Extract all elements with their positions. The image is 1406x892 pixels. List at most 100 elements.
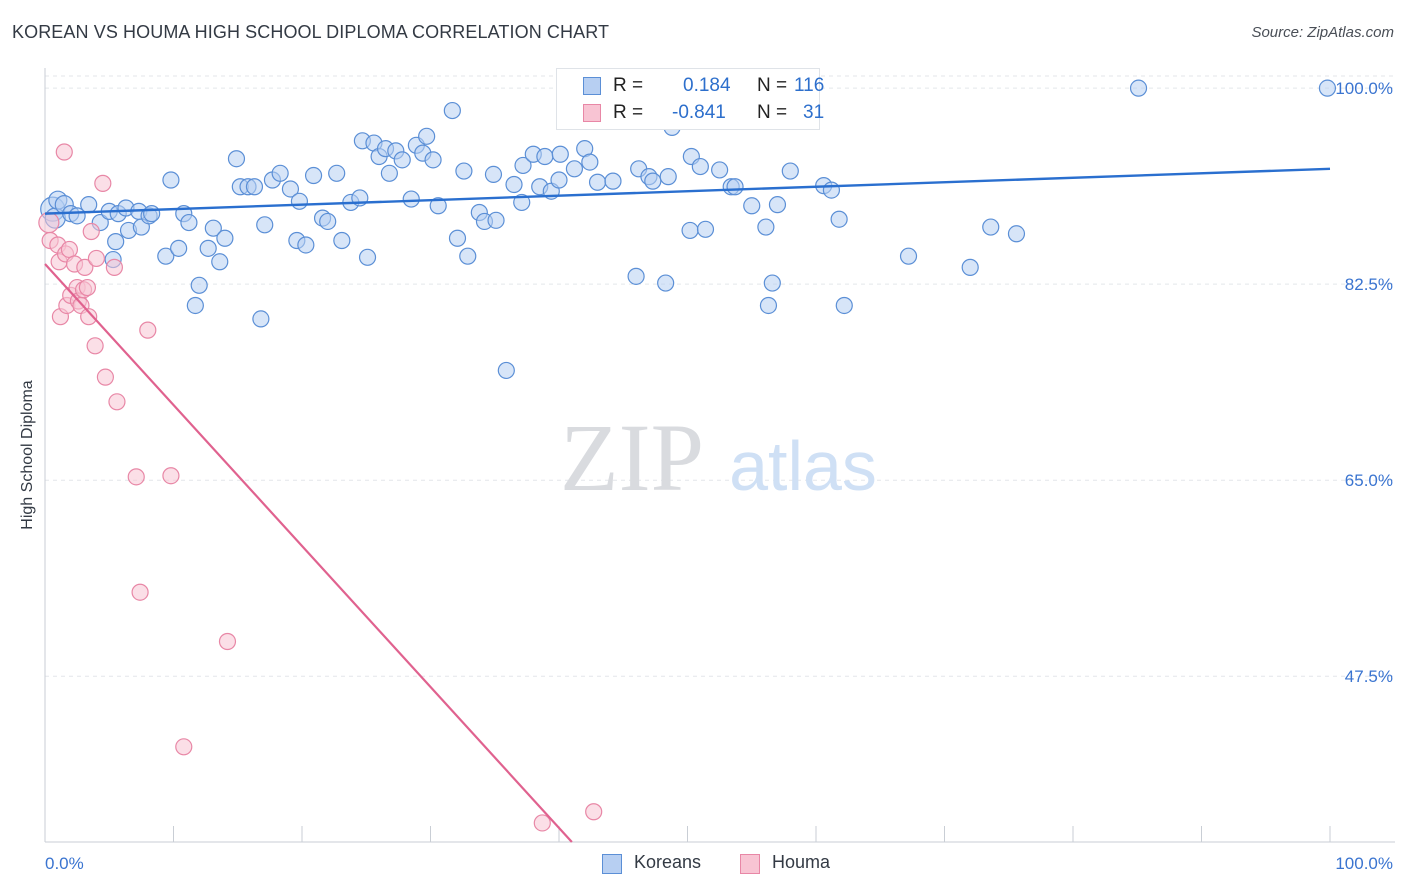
korean-point <box>256 216 274 234</box>
korean-point <box>80 196 98 214</box>
houma-trend-line <box>44 263 573 843</box>
korean-point <box>588 173 607 191</box>
houma-point <box>585 803 603 821</box>
korean-point <box>157 247 175 265</box>
houma-point <box>76 258 94 276</box>
korean-point <box>551 145 569 163</box>
korean-point <box>759 296 778 315</box>
korean-point <box>1129 79 1148 97</box>
korean-point <box>418 127 436 145</box>
houma-points <box>38 143 603 832</box>
correlation-legend: R = 0.184 N = 116 R = -0.841 N = 31 <box>556 68 824 130</box>
y-tick-label: 82.5% <box>1345 275 1393 294</box>
houma-point <box>96 368 114 386</box>
houma-point <box>80 308 98 326</box>
korean-point <box>424 151 442 169</box>
korean-point <box>402 190 420 208</box>
korean-point <box>290 192 309 210</box>
houma-point <box>87 249 106 268</box>
houma-point <box>82 222 100 241</box>
korean-point <box>711 161 729 179</box>
y-tick-label: 100.0% <box>1335 79 1393 98</box>
korean-point <box>513 193 531 212</box>
korean-point <box>1007 225 1026 243</box>
korean-point <box>982 218 1000 236</box>
houma-point <box>105 258 123 276</box>
korean-point <box>768 196 787 214</box>
watermark: ZIP atlas <box>560 404 877 511</box>
korean-point <box>459 247 477 265</box>
korean-point <box>497 361 515 380</box>
houma-point <box>131 583 149 601</box>
houma-swatch <box>583 104 601 122</box>
korean-point <box>487 211 505 229</box>
korean-point <box>763 274 781 292</box>
korean-point <box>162 171 180 189</box>
axes <box>44 68 1395 843</box>
korean-point <box>726 178 744 196</box>
houma-r-value: -0.841 <box>672 102 726 123</box>
korean-point <box>657 274 675 292</box>
houma-point <box>533 814 551 832</box>
korean-point <box>281 180 300 198</box>
korean-point <box>696 220 715 238</box>
koreans-trend-line <box>44 167 1331 215</box>
houma-point <box>60 240 79 259</box>
houma-point <box>94 174 112 192</box>
legend-houma-swatch <box>740 854 760 874</box>
koreans-n-label: N = <box>757 75 788 96</box>
houma-point <box>139 321 157 339</box>
korean-point <box>581 153 599 171</box>
korean-point <box>484 165 503 184</box>
korean-point <box>319 212 337 231</box>
koreans-n-value: 116 <box>794 75 825 96</box>
korean-point <box>757 218 775 236</box>
korean-point <box>644 172 662 190</box>
korean-point <box>297 236 315 254</box>
korean-point <box>659 168 677 186</box>
korean-point <box>681 221 699 240</box>
koreans-r-value: 0.184 <box>683 75 731 96</box>
korean-point <box>550 171 568 189</box>
korean-point <box>216 229 234 247</box>
korean-point <box>455 162 473 180</box>
legend-houma-label: Houma <box>772 852 831 872</box>
korean-point <box>448 229 467 247</box>
houma-point <box>162 467 180 485</box>
korean-point <box>1318 79 1337 97</box>
korean-point <box>186 296 204 315</box>
korean-point <box>505 175 523 194</box>
houma-n-label: N = <box>757 102 788 123</box>
watermark-zip: ZIP <box>560 404 704 511</box>
x-tick-label: 100.0% <box>1335 854 1393 873</box>
houma-point <box>218 632 237 651</box>
korean-point <box>245 178 264 196</box>
korean-point <box>304 166 323 185</box>
korean-point <box>252 310 270 328</box>
korean-point <box>781 162 799 180</box>
korean-point <box>393 151 411 169</box>
korean-point <box>227 150 246 168</box>
korean-point <box>328 164 346 182</box>
legend-koreans-label: Koreans <box>634 852 702 872</box>
korean-point <box>204 219 222 237</box>
korean-point <box>211 253 229 271</box>
korean-point <box>443 101 461 120</box>
watermark-atlas: atlas <box>729 427 877 505</box>
source-credit: Source: ZipAtlas.com <box>1251 24 1394 41</box>
houma-point <box>78 278 97 297</box>
korean-point <box>271 164 289 182</box>
houma-point <box>127 468 145 486</box>
korean-point <box>514 156 532 175</box>
houma-point <box>55 143 73 161</box>
korean-point <box>627 267 645 285</box>
korean-point <box>899 247 918 265</box>
chart-title: KOREAN VS HOUMA HIGH SCHOOL DIPLOMA CORR… <box>12 22 610 42</box>
y-tick-label: 65.0% <box>1345 471 1393 490</box>
korean-point <box>961 258 979 276</box>
korean-point <box>199 239 217 257</box>
korean-point <box>358 248 377 266</box>
trend-lines <box>44 167 1331 843</box>
koreans-swatch <box>583 77 601 95</box>
